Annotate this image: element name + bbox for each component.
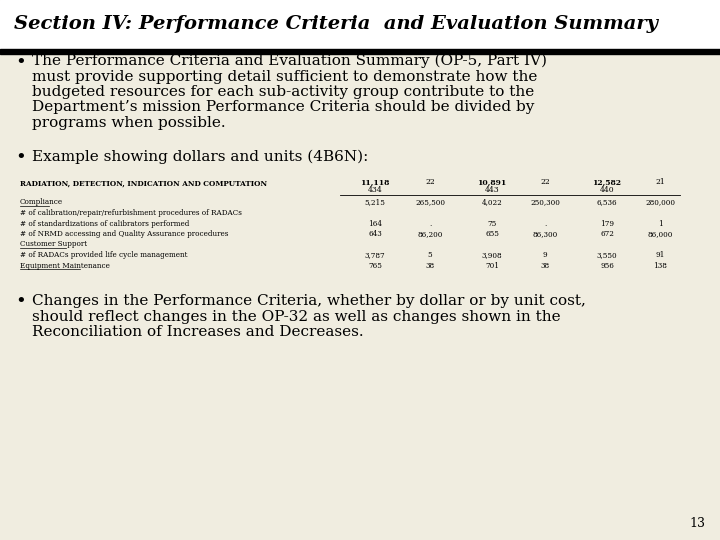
Text: Compliance: Compliance bbox=[20, 199, 63, 206]
Text: 250,300: 250,300 bbox=[530, 199, 560, 206]
Text: 643: 643 bbox=[368, 230, 382, 238]
Text: 5: 5 bbox=[428, 251, 432, 259]
Text: # of NRMD accessing and Quality Assurance procedures: # of NRMD accessing and Quality Assuranc… bbox=[20, 230, 228, 238]
Text: 75: 75 bbox=[487, 219, 497, 227]
Text: 22: 22 bbox=[540, 179, 550, 186]
Text: 265,500: 265,500 bbox=[415, 199, 445, 206]
Text: 91: 91 bbox=[655, 251, 665, 259]
Text: budgeted resources for each sub-activity group contribute to the: budgeted resources for each sub-activity… bbox=[32, 85, 534, 99]
Text: Department’s mission Performance Criteria should be divided by: Department’s mission Performance Criteri… bbox=[32, 100, 534, 114]
Text: .: . bbox=[544, 219, 546, 227]
Text: Reconciliation of Increases and Decreases.: Reconciliation of Increases and Decrease… bbox=[32, 326, 364, 340]
Text: 1: 1 bbox=[657, 219, 662, 227]
Text: 6,536: 6,536 bbox=[597, 199, 617, 206]
Text: 765: 765 bbox=[368, 261, 382, 269]
Text: 12,582: 12,582 bbox=[593, 179, 621, 186]
Text: 4,022: 4,022 bbox=[482, 199, 503, 206]
Text: 11,118: 11,118 bbox=[360, 179, 390, 186]
Text: 443: 443 bbox=[485, 186, 500, 194]
Text: 22: 22 bbox=[425, 179, 435, 186]
Text: 38: 38 bbox=[541, 261, 549, 269]
Text: 9: 9 bbox=[543, 251, 547, 259]
Text: 280,000: 280,000 bbox=[645, 199, 675, 206]
Text: 138: 138 bbox=[653, 261, 667, 269]
Text: Equipment Maintenance: Equipment Maintenance bbox=[20, 261, 110, 269]
Text: Customer Support: Customer Support bbox=[20, 240, 87, 248]
Text: # of calibration/repair/refurbishment procedures of RADACs: # of calibration/repair/refurbishment pr… bbox=[20, 209, 242, 217]
Text: RADIATION, DETECTION, INDICATION AND COMPUTATION: RADIATION, DETECTION, INDICATION AND COM… bbox=[20, 179, 267, 187]
Text: .: . bbox=[429, 219, 431, 227]
Text: 5,215: 5,215 bbox=[364, 199, 385, 206]
Text: The Performance Criteria and Evaluation Summary (OP-5, Part IV): The Performance Criteria and Evaluation … bbox=[32, 54, 547, 69]
Text: 13: 13 bbox=[689, 517, 705, 530]
Text: 655: 655 bbox=[485, 230, 499, 238]
Text: 956: 956 bbox=[600, 261, 614, 269]
Text: 38: 38 bbox=[426, 261, 435, 269]
Bar bbox=[0, 49, 720, 54]
Text: 10,891: 10,891 bbox=[477, 179, 507, 186]
Text: must provide supporting detail sufficient to demonstrate how the: must provide supporting detail sufficien… bbox=[32, 70, 537, 84]
Text: •: • bbox=[15, 150, 26, 167]
Text: 3,787: 3,787 bbox=[365, 251, 385, 259]
Text: 164: 164 bbox=[368, 219, 382, 227]
Text: 3,908: 3,908 bbox=[482, 251, 503, 259]
Text: programs when possible.: programs when possible. bbox=[32, 116, 225, 130]
Text: # of RADACs provided life cycle management: # of RADACs provided life cycle manageme… bbox=[20, 251, 187, 259]
Text: 440: 440 bbox=[600, 186, 614, 194]
Text: 701: 701 bbox=[485, 261, 499, 269]
Bar bbox=[0, 0, 720, 48]
Text: 86,000: 86,000 bbox=[647, 230, 672, 238]
Text: Section IV: Performance Criteria  and Evaluation Summary: Section IV: Performance Criteria and Eva… bbox=[14, 15, 658, 33]
Text: 86,200: 86,200 bbox=[418, 230, 443, 238]
Text: 672: 672 bbox=[600, 230, 614, 238]
Text: •: • bbox=[15, 54, 26, 72]
Text: Changes in the Performance Criteria, whether by dollar or by unit cost,: Changes in the Performance Criteria, whe… bbox=[32, 294, 586, 307]
Text: should reflect changes in the OP-32 as well as changes shown in the: should reflect changes in the OP-32 as w… bbox=[32, 309, 561, 323]
Text: 434: 434 bbox=[368, 186, 382, 194]
Text: 21: 21 bbox=[655, 179, 665, 186]
Text: 86,300: 86,300 bbox=[532, 230, 557, 238]
Text: 179: 179 bbox=[600, 219, 614, 227]
Text: # of standardizations of calibrators performed: # of standardizations of calibrators per… bbox=[20, 219, 189, 227]
Text: Example showing dollars and units (4B6N):: Example showing dollars and units (4B6N)… bbox=[32, 150, 369, 164]
Text: 3,550: 3,550 bbox=[597, 251, 617, 259]
Text: •: • bbox=[15, 294, 26, 312]
